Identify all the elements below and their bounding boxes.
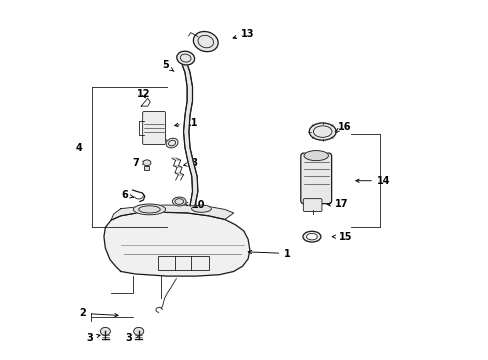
Text: 3: 3 bbox=[125, 333, 139, 343]
Ellipse shape bbox=[306, 233, 317, 240]
Text: 1: 1 bbox=[248, 248, 290, 258]
Text: 4: 4 bbox=[75, 143, 82, 153]
Text: 15: 15 bbox=[332, 232, 352, 242]
Ellipse shape bbox=[308, 123, 335, 140]
Polygon shape bbox=[181, 62, 198, 206]
Text: 2: 2 bbox=[79, 309, 118, 318]
Text: 3: 3 bbox=[86, 333, 100, 343]
Text: 13: 13 bbox=[233, 29, 254, 39]
Ellipse shape bbox=[172, 197, 185, 206]
Ellipse shape bbox=[191, 205, 211, 212]
FancyBboxPatch shape bbox=[300, 153, 331, 204]
Polygon shape bbox=[104, 212, 249, 276]
Text: 10: 10 bbox=[184, 200, 205, 210]
Ellipse shape bbox=[133, 327, 143, 335]
Bar bbox=[158, 256, 208, 270]
Text: 12: 12 bbox=[136, 89, 150, 99]
Ellipse shape bbox=[303, 231, 320, 242]
Ellipse shape bbox=[142, 160, 151, 166]
Text: 5: 5 bbox=[162, 60, 174, 71]
Text: 7: 7 bbox=[133, 158, 145, 168]
Ellipse shape bbox=[304, 150, 328, 161]
Ellipse shape bbox=[177, 51, 194, 65]
Polygon shape bbox=[111, 205, 233, 220]
Text: 9: 9 bbox=[158, 135, 169, 145]
Ellipse shape bbox=[100, 327, 110, 335]
Text: 14: 14 bbox=[355, 176, 389, 186]
FancyBboxPatch shape bbox=[303, 199, 321, 212]
Ellipse shape bbox=[133, 204, 165, 215]
Text: 11: 11 bbox=[174, 118, 198, 128]
Text: 17: 17 bbox=[326, 199, 348, 210]
Ellipse shape bbox=[193, 32, 218, 51]
Text: 16: 16 bbox=[335, 122, 351, 132]
FancyBboxPatch shape bbox=[142, 112, 165, 144]
Bar bbox=[144, 166, 149, 170]
Text: 8: 8 bbox=[183, 158, 197, 168]
Text: 6: 6 bbox=[121, 190, 133, 200]
Ellipse shape bbox=[166, 138, 178, 148]
